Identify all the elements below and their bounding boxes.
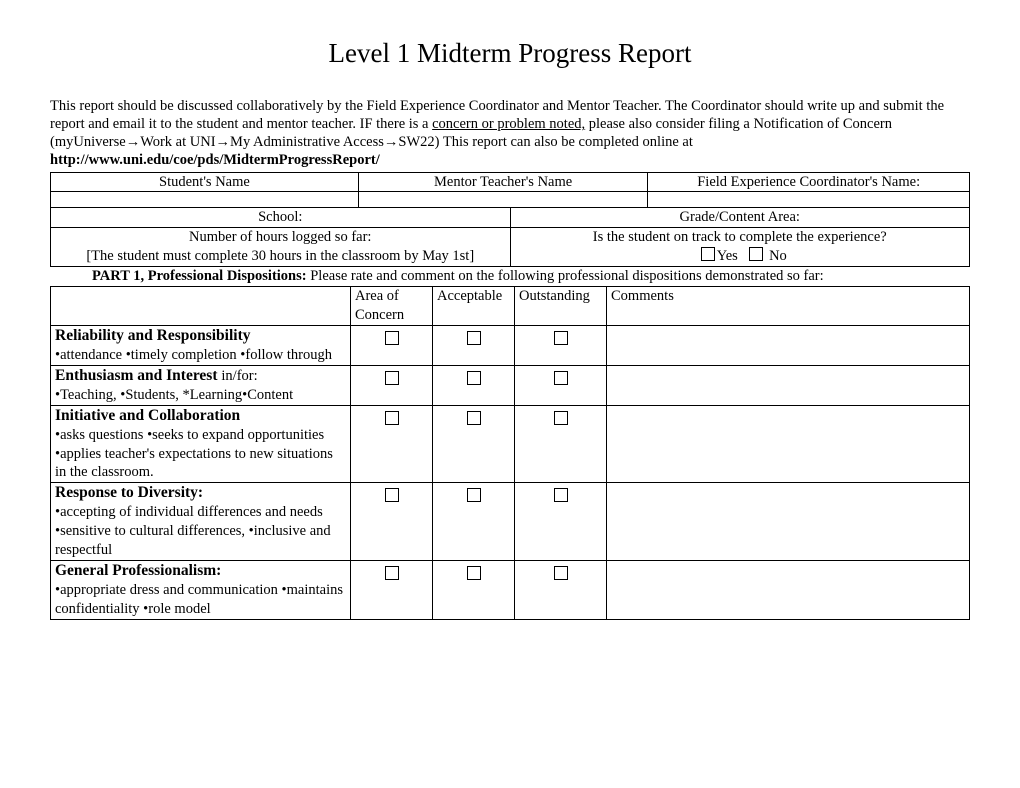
intro-underline: concern or problem noted, xyxy=(432,116,585,132)
part1-label: PART 1, Professional Dispositions: xyxy=(92,268,307,284)
area-checkbox[interactable] xyxy=(385,488,399,502)
dispositions-table: Area of Concern Acceptable Outstanding C… xyxy=(50,286,970,620)
area-checkbox-cell xyxy=(351,365,433,405)
intro-text-e: SW22) This report can also be completed … xyxy=(398,134,692,150)
hdr-coord: Field Experience Coordinator's Name: xyxy=(648,172,970,192)
acceptable-checkbox[interactable] xyxy=(467,566,481,580)
area-checkbox[interactable] xyxy=(385,566,399,580)
col-empty xyxy=(51,286,351,325)
outstanding-checkbox[interactable] xyxy=(554,488,568,502)
hdr-mentor: Mentor Teacher's Name xyxy=(358,172,647,192)
intro-paragraph: This report should be discussed collabor… xyxy=(50,97,970,170)
comments-cell[interactable] xyxy=(607,483,970,561)
outstanding-checkbox-cell xyxy=(515,325,607,365)
col-area: Area of Concern xyxy=(351,286,433,325)
intro-text-d: My Administrative Access xyxy=(230,134,384,150)
acceptable-checkbox[interactable] xyxy=(467,331,481,345)
row-label: General Professionalism:•appropriate dre… xyxy=(51,560,351,619)
outstanding-checkbox-cell xyxy=(515,405,607,483)
comments-cell[interactable] xyxy=(607,325,970,365)
outstanding-checkbox[interactable] xyxy=(554,331,568,345)
outstanding-checkbox[interactable] xyxy=(554,411,568,425)
intro-text-c: Work at UNI xyxy=(140,134,215,150)
arrow-icon: → xyxy=(126,134,141,150)
yes-label: Yes xyxy=(717,248,738,264)
area-checkbox-cell xyxy=(351,325,433,365)
part1-header: PART 1, Professional Dispositions: Pleas… xyxy=(50,267,970,286)
hdr-hours: Number of hours logged so far: xyxy=(51,228,511,247)
yes-checkbox[interactable] xyxy=(701,247,715,261)
comments-cell[interactable] xyxy=(607,560,970,619)
arrow-icon: → xyxy=(216,134,231,150)
part1-desc: Please rate and comment on the following… xyxy=(307,268,824,284)
outstanding-checkbox-cell xyxy=(515,560,607,619)
col-com: Comments xyxy=(607,286,970,325)
acceptable-checkbox-cell xyxy=(433,483,515,561)
acceptable-checkbox[interactable] xyxy=(467,371,481,385)
col-acc: Acceptable xyxy=(433,286,515,325)
cell-empty[interactable] xyxy=(358,192,647,208)
hdr-grade: Grade/Content Area: xyxy=(510,208,970,227)
header-table-2: School: Grade/Content Area: Number of ho… xyxy=(50,208,970,267)
col-out: Outstanding xyxy=(515,286,607,325)
page-title: Level 1 Midterm Progress Report xyxy=(50,38,970,69)
area-checkbox[interactable] xyxy=(385,411,399,425)
acceptable-checkbox[interactable] xyxy=(467,411,481,425)
header-table: Student's Name Mentor Teacher's Name Fie… xyxy=(50,172,970,209)
hdr-note: [The student must complete 30 hours in t… xyxy=(51,247,511,266)
outstanding-checkbox-cell xyxy=(515,365,607,405)
acceptable-checkbox[interactable] xyxy=(467,488,481,502)
area-checkbox[interactable] xyxy=(385,331,399,345)
acceptable-checkbox-cell xyxy=(433,325,515,365)
no-label: No xyxy=(769,248,787,264)
hdr-student: Student's Name xyxy=(51,172,359,192)
area-checkbox-cell xyxy=(351,560,433,619)
outstanding-checkbox[interactable] xyxy=(554,566,568,580)
hdr-school: School: xyxy=(51,208,511,227)
acceptable-checkbox-cell xyxy=(433,405,515,483)
hdr-ontrack: Is the student on track to complete the … xyxy=(510,228,970,247)
no-checkbox[interactable] xyxy=(749,247,763,261)
area-checkbox[interactable] xyxy=(385,371,399,385)
acceptable-checkbox-cell xyxy=(433,560,515,619)
acceptable-checkbox-cell xyxy=(433,365,515,405)
row-label: Enthusiasm and Interest in/for:•Teaching… xyxy=(51,365,351,405)
area-checkbox-cell xyxy=(351,483,433,561)
cell-empty[interactable] xyxy=(51,192,359,208)
comments-cell[interactable] xyxy=(607,365,970,405)
area-checkbox-cell xyxy=(351,405,433,483)
arrow-icon: → xyxy=(384,134,399,150)
cell-empty[interactable] xyxy=(648,192,970,208)
comments-cell[interactable] xyxy=(607,405,970,483)
row-label: Initiative and Collaboration•asks questi… xyxy=(51,405,351,483)
hdr-yesno: Yes No xyxy=(510,247,970,266)
intro-url: http://www.uni.edu/coe/pds/MidtermProgre… xyxy=(50,152,380,168)
row-label: Reliability and Responsibility•attendanc… xyxy=(51,325,351,365)
outstanding-checkbox-cell xyxy=(515,483,607,561)
outstanding-checkbox[interactable] xyxy=(554,371,568,385)
row-label: Response to Diversity:•accepting of indi… xyxy=(51,483,351,561)
